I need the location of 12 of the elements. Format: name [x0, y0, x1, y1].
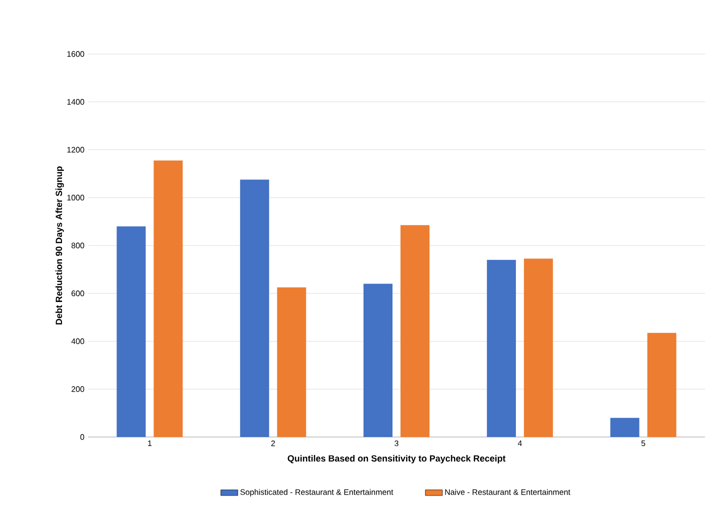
bar [364, 284, 393, 437]
bar [116, 226, 146, 437]
x-axis-title: Quintiles Based on Sensitivity to Paycheck Receipt [288, 454, 506, 464]
bar [524, 258, 553, 437]
bar [610, 418, 640, 437]
bar [277, 287, 306, 437]
bar [240, 180, 270, 437]
y-axis-title: Debt Reduction 90 Days After Signup [55, 166, 64, 324]
bar [647, 332, 676, 437]
bar [486, 260, 516, 437]
bar [400, 225, 430, 437]
bar [154, 160, 183, 437]
